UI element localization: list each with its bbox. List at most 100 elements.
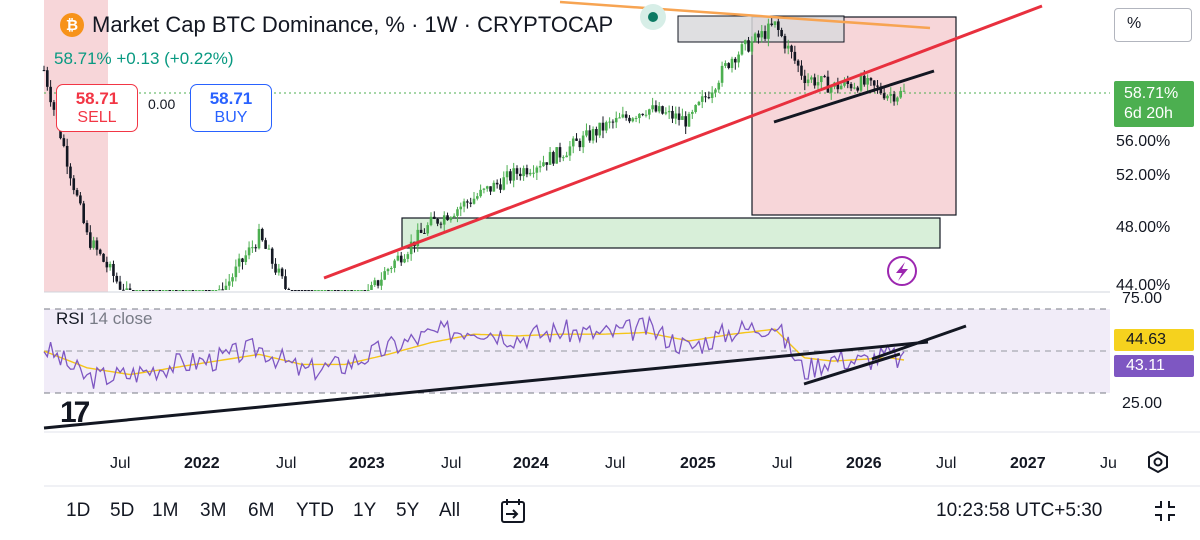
candle-body: [280, 268, 284, 277]
market-status-icon[interactable]: [640, 4, 666, 30]
lightning-icon: [896, 262, 908, 281]
candle-body: [730, 58, 734, 68]
chart-title[interactable]: Market Cap BTC Dominance, % · 1W · CRYPT…: [92, 12, 614, 37]
resistance-zone[interactable]: [751, 16, 957, 216]
candle-body: [244, 255, 248, 263]
candle-body: [691, 111, 694, 114]
candle-body: [327, 290, 330, 291]
range-5d[interactable]: 5D: [110, 500, 135, 521]
rsi-short-trendline[interactable]: [803, 352, 901, 386]
candle-body: [816, 82, 820, 86]
candle-body: [284, 276, 287, 289]
candle-body: [687, 113, 691, 127]
candle-body: [667, 110, 671, 113]
candle-body: [406, 254, 410, 259]
candle-body: [108, 263, 112, 268]
candle-body: [310, 290, 314, 291]
candle-body: [294, 290, 297, 291]
rsi-legend[interactable]: RSI 14 close: [56, 309, 152, 329]
candle-body: [767, 23, 770, 39]
candle-body: [605, 122, 608, 131]
candle-body: [519, 173, 522, 177]
candle-body: [383, 271, 386, 280]
candle-body: [879, 86, 883, 94]
last-price-value: 58.71%: [1124, 85, 1179, 102]
candle-body: [128, 288, 132, 290]
candle-body: [155, 290, 158, 291]
candle-body: [780, 29, 783, 37]
candle-body: [98, 249, 102, 254]
candle-body: [138, 290, 142, 291]
candle-body: [538, 166, 542, 168]
fullscreen-icon[interactable]: [1148, 494, 1182, 528]
candle-body: [337, 290, 340, 291]
buy-button[interactable]: 58.71 BUY: [190, 84, 272, 132]
candle-body: [158, 290, 162, 291]
candle-body: [456, 209, 459, 216]
candle-body: [347, 290, 350, 291]
x-tick-jul-2023: Jul: [441, 455, 461, 472]
range-all[interactable]: All: [439, 500, 461, 521]
calendar-arrow-icon[interactable]: [496, 494, 530, 528]
orange-trendline[interactable]: [559, 0, 931, 30]
range-3m[interactable]: 3M: [200, 500, 227, 521]
candle-body: [727, 63, 730, 68]
candle-body: [476, 196, 479, 199]
x-tick-2025: 2025: [680, 455, 716, 472]
range-1d[interactable]: 1D: [66, 500, 91, 521]
candle-body: [403, 258, 406, 263]
candle-body: [118, 281, 122, 290]
candle-body: [714, 89, 717, 93]
rsi-upper-trendline[interactable]: [871, 324, 967, 361]
candle-body: [241, 258, 244, 263]
candle-body: [433, 216, 436, 219]
candle-body: [277, 268, 281, 273]
candle-series: [42, 16, 906, 291]
range-5y[interactable]: 5Y: [396, 500, 420, 521]
candle-body: [46, 70, 49, 87]
candle-body: [261, 228, 264, 241]
candle-body: [380, 279, 383, 286]
candle-body: [423, 232, 426, 234]
candle-body: [654, 105, 658, 112]
candle-body: [452, 215, 456, 218]
candle-body: [499, 184, 502, 190]
sell-button[interactable]: 58.71 SELL: [56, 84, 138, 132]
candle-body: [810, 77, 813, 80]
candle-body: [340, 290, 343, 291]
range-6m[interactable]: 6M: [248, 500, 275, 521]
candle-body: [578, 140, 582, 148]
rsi-tick-75: 75.00: [1122, 290, 1162, 307]
candle-body: [489, 186, 492, 192]
gear-icon[interactable]: [1144, 448, 1172, 476]
candle-body: [49, 86, 52, 103]
candle-body: [373, 280, 377, 286]
range-1y[interactable]: 1Y: [353, 500, 377, 521]
long-term-trendline[interactable]: [323, 4, 1043, 280]
candle-body: [198, 290, 201, 291]
x-tick-2026: 2026: [846, 455, 882, 472]
candle-body: [231, 277, 234, 282]
candle-body: [227, 281, 231, 286]
candle-body: [677, 113, 681, 120]
clock[interactable]: 10:23:58 UTC+5:30: [936, 500, 1103, 521]
support-zone[interactable]: [401, 217, 941, 249]
range-ytd[interactable]: YTD: [296, 500, 334, 521]
bar-countdown: 6d 20h: [1124, 105, 1173, 122]
percent-scale-toggle[interactable]: %: [1114, 8, 1192, 42]
x-tick-ju: Ju: [1100, 455, 1117, 472]
candle-body: [201, 290, 205, 291]
candle-body: [449, 217, 453, 221]
range-1m[interactable]: 1M: [152, 500, 179, 521]
tradingview-logo[interactable]: 17: [60, 396, 90, 429]
candle-body: [141, 290, 145, 291]
candle-body: [585, 130, 588, 136]
short-term-trendline[interactable]: [773, 69, 935, 124]
rsi-long-trendline[interactable]: [43, 340, 929, 430]
y-tick-56: 56.00%: [1116, 133, 1170, 150]
candle-body: [396, 255, 400, 261]
candle-body: [370, 285, 373, 290]
candle-body: [188, 290, 191, 291]
candle-body: [859, 75, 863, 91]
